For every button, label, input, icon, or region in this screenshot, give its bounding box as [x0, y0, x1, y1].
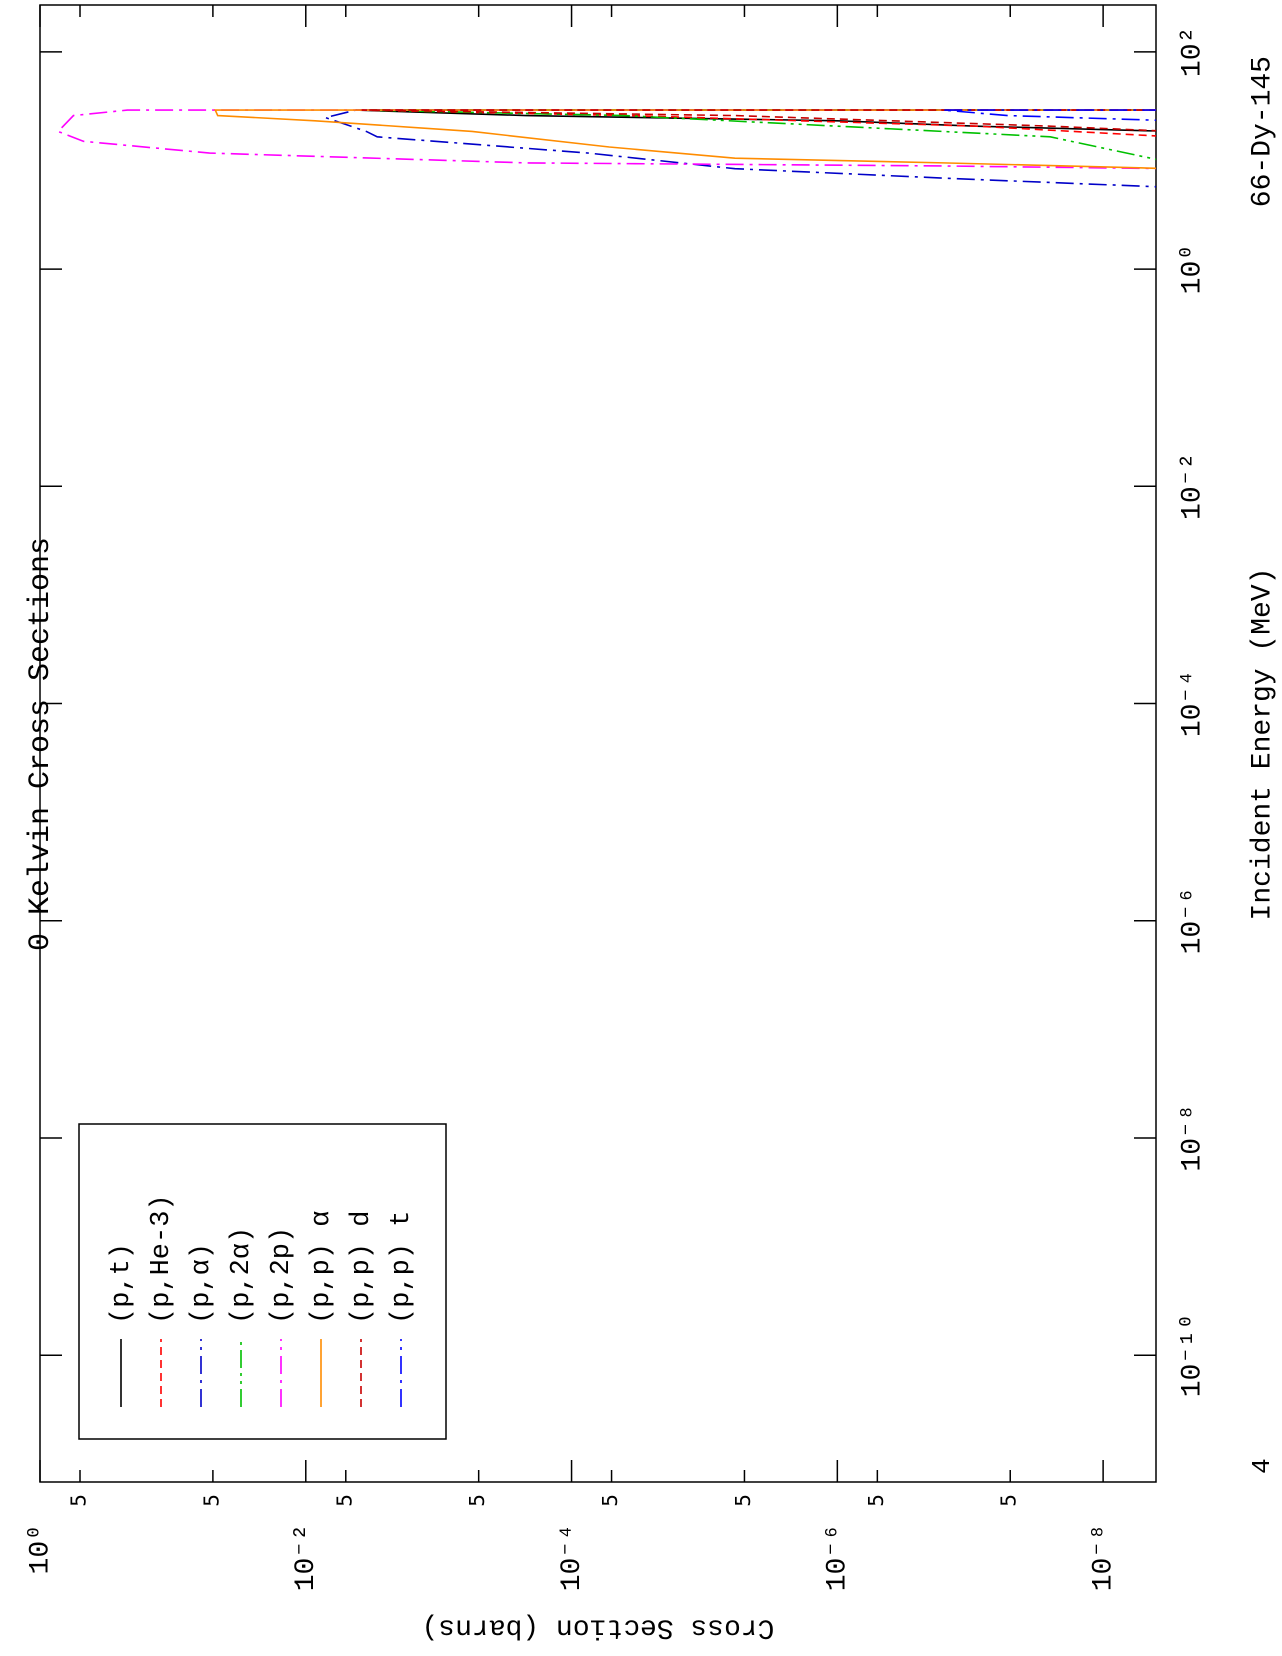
legend-label: (p,p) d — [347, 1211, 377, 1324]
x-tick-label: 10⁻⁸ — [1177, 1104, 1208, 1171]
series-line — [322, 109, 1156, 189]
x-tick-label: 10⁰ — [1177, 244, 1208, 294]
y-tick-label: 10⁻⁸ — [1089, 1524, 1120, 1591]
y-tick-label: 5 — [731, 1494, 755, 1507]
legend-label: (p,α) — [187, 1243, 217, 1324]
y-tick-label: 10⁰ — [25, 1524, 56, 1574]
series-line — [361, 109, 1156, 133]
legend-label: (p,p) t — [387, 1211, 417, 1324]
y-axis-label: Cross Section (barns) — [422, 1612, 775, 1643]
x-tick-label: 10⁻² — [1177, 453, 1208, 520]
x-tick-label: 10⁻⁴ — [1177, 670, 1208, 737]
y-tick-label: 5 — [67, 1494, 91, 1507]
legend-label: (p,2α) — [227, 1227, 257, 1324]
series-line — [214, 109, 1156, 170]
x-axis-label: Incident Energy (MeV) — [1247, 568, 1278, 921]
legend-label: (p,p) α — [307, 1211, 337, 1324]
y-tick-label: 5 — [997, 1494, 1021, 1507]
series-line — [366, 109, 1156, 164]
series-line — [943, 109, 1156, 122]
y-tick-label: 10⁻⁴ — [557, 1524, 588, 1591]
annotation: 66-Dy-145 — [1247, 56, 1278, 207]
y-tick-label: 10⁻⁶ — [823, 1524, 854, 1591]
legend-label: (p,2p) — [267, 1227, 297, 1324]
plot-rotated: 0 Kelvin Cross Sections Incident Energy … — [24, 4, 1278, 1643]
y-tick-label: 10⁻² — [291, 1524, 322, 1591]
x-tick-label: 10⁻¹⁰ — [1177, 1313, 1208, 1397]
plot-area — [56, 109, 1156, 189]
y-tick-label: 5 — [465, 1494, 489, 1507]
annotation: 4 — [1247, 1458, 1277, 1474]
legend-box — [78, 1123, 447, 1440]
series-line — [56, 109, 1156, 170]
legend-label: (p,He-3) — [147, 1194, 177, 1324]
x-tick-label: 10⁻⁶ — [1177, 887, 1208, 954]
chart-title: 0 Kelvin Cross Sections — [24, 537, 58, 951]
y-tick-label: 5 — [864, 1494, 888, 1507]
legend-label: (p,t) — [107, 1243, 137, 1324]
y-tick-label: 5 — [332, 1494, 356, 1507]
y-tick-label: 5 — [598, 1494, 622, 1507]
y-tick-label: 5 — [199, 1494, 223, 1507]
x-tick-label: 10² — [1177, 27, 1208, 77]
plot-frame — [39, 4, 1157, 1483]
